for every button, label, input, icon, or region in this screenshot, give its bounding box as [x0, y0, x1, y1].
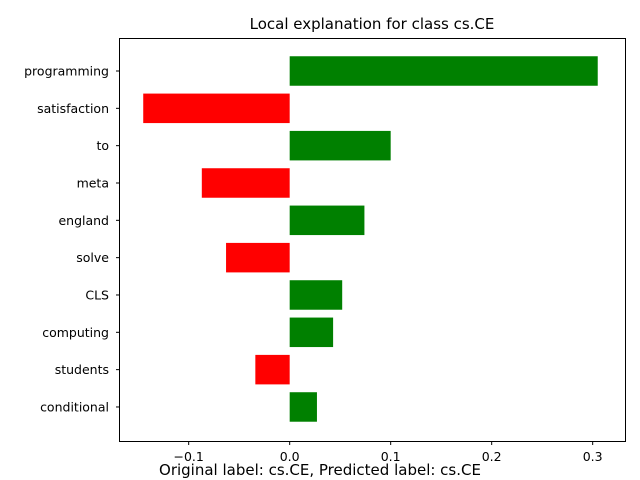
- x-tick-label: −0.1: [174, 449, 204, 464]
- y-tick-label-computing: computing: [42, 325, 109, 340]
- y-tick-label-solve: solve: [76, 250, 109, 265]
- bar-satisfaction: [143, 93, 290, 124]
- y-tick-label-satisfaction: satisfaction: [37, 101, 109, 116]
- bar-students: [255, 354, 290, 385]
- x-ticks: −0.1 0.0 0.1 0.2 0.3: [174, 441, 603, 464]
- y-tick-label-students: students: [55, 362, 109, 377]
- y-tick-label-meta: meta: [77, 175, 109, 190]
- y-tick-label-programming: programming: [24, 64, 109, 79]
- footer-label: Original label: cs.CE, Predicted label: …: [159, 461, 481, 479]
- bar-meta: [201, 168, 290, 198]
- bar-conditional: [289, 392, 317, 422]
- y-tick-label-england: england: [58, 213, 109, 228]
- x-tick-label: 0.2: [482, 449, 502, 464]
- bar-computing: [289, 317, 334, 348]
- plot-frame: [119, 38, 626, 442]
- bars-group: [143, 56, 598, 422]
- bar-programming: [289, 56, 598, 86]
- y-tick-labels: programming satisfaction to meta england solv…: [24, 64, 120, 414]
- bar-cls: [289, 280, 343, 310]
- bar-to: [289, 130, 391, 161]
- bar-england: [289, 205, 365, 236]
- bar-solve: [226, 242, 290, 273]
- chart-title: Local explanation for class cs.CE: [250, 15, 495, 33]
- y-tick-label-cls: CLS: [85, 287, 109, 302]
- x-tick-label: 0.1: [381, 449, 401, 464]
- y-tick-label-to: to: [96, 138, 109, 153]
- x-tick-label: 0.3: [583, 449, 603, 464]
- x-tick-label: 0.0: [280, 449, 300, 464]
- y-tick-label-conditional: conditional: [40, 399, 109, 414]
